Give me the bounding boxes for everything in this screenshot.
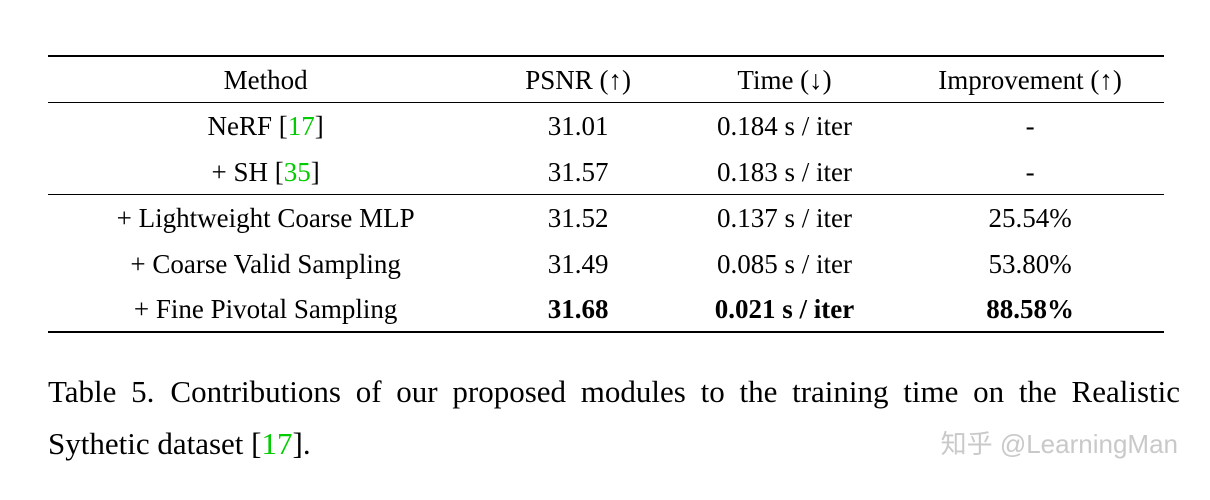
psnr-cell: 31.68 [547,293,609,324]
table-row-nerf: NeRF [17] 31.01 0.184 s / iter - [48,103,1164,149]
results-table: Method PSNR (↑) Time (↓) Improvement (↑)… [48,55,1164,333]
table-caption: Table 5. Contributions of our proposed mo… [48,366,1180,470]
psnr-cell: 31.57 [547,156,609,187]
method-cell: NeRF [17] [48,103,483,149]
improvement-cell: - [1025,111,1035,142]
caption-label: Table 5. [48,374,155,409]
table-row-coarse-valid-sampling: + Coarse Valid Sampling 31.49 0.085 s / … [48,241,1164,286]
results-table-container: Method PSNR (↑) Time (↓) Improvement (↑)… [48,55,1164,333]
psnr-cell: 31.52 [547,203,609,234]
table-row-fine-pivotal-sampling: + Fine Pivotal Sampling 31.68 0.021 s / … [48,286,1164,333]
watermark: 知乎 @LearningMan [940,429,1178,459]
citation-link: 17 [261,426,293,462]
column-header-psnr: PSNR (↑) [525,65,631,95]
column-header-time: Time (↓) [737,65,832,95]
improvement-cell: 53.80% [988,248,1072,279]
improvement-cell: 88.58% [986,293,1074,324]
citation-link: 17 [287,111,315,142]
time-cell: 0.137 s / iter [717,203,853,234]
method-text: + Coarse Valid Sampling [130,248,401,279]
time-cell: 0.085 s / iter [717,248,853,279]
column-header-improvement: Improvement (↑) [938,65,1122,95]
improvement-cell: - [1025,156,1035,187]
method-cell: + SH [35] [48,149,483,195]
method-cell: + Fine Pivotal Sampling [48,286,483,332]
method-cell: + Lightweight Coarse MLP [48,195,483,241]
table-header-row: Method PSNR (↑) Time (↓) Improvement (↑) [48,56,1164,103]
caption-text: Contributions of our proposed modules to… [48,374,1181,462]
method-text: + Fine Pivotal Sampling [133,293,398,324]
psnr-cell: 31.01 [547,111,609,142]
method-text: + Lightweight Coarse MLP [116,203,415,234]
improvement-cell: 25.54% [988,203,1072,234]
table-row-sh: + SH [35] 31.57 0.183 s / iter - [48,149,1164,195]
caption-text-suffix: ]. [292,426,311,462]
time-cell: 0.021 s / iter [714,293,855,324]
method-text-suffix: ] [310,156,320,187]
table-row-lightweight-coarse-mlp: + Lightweight Coarse MLP 31.52 0.137 s /… [48,195,1164,241]
method-cell: + Coarse Valid Sampling [48,241,483,286]
time-cell: 0.184 s / iter [717,111,853,142]
citation-link: 35 [283,156,311,187]
method-text-suffix: ] [314,111,324,142]
psnr-cell: 31.49 [547,248,609,279]
method-text: NeRF [ [207,111,288,142]
method-text: + SH [ [211,156,284,187]
column-header-method: Method [223,65,308,95]
time-cell: 0.183 s / iter [717,156,853,187]
